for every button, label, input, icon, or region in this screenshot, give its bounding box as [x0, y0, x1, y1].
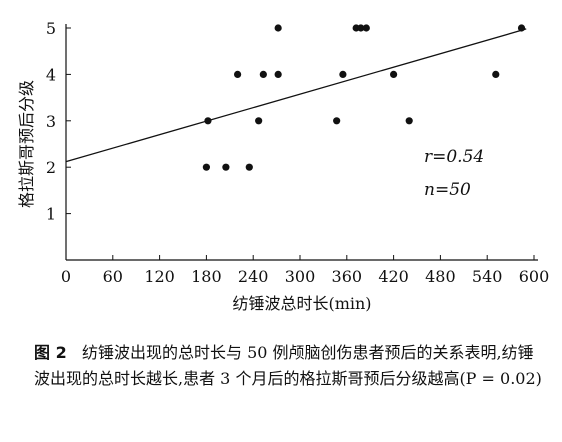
data-point-2 [222, 163, 230, 171]
data-point-16 [357, 24, 365, 32]
y-axis-label: 格拉斯哥预后分级 [17, 80, 36, 208]
regression-line-group [65, 28, 527, 163]
data-points [202, 24, 526, 171]
data-point-3 [245, 163, 253, 171]
x-tick-label-300: 300 [285, 267, 316, 286]
x-axis-label: 纺锤波总时长(min) [232, 294, 371, 313]
y-tick-label-2: 2 [46, 158, 56, 177]
caption-text: 纺锤波出现的总时长与 50 例颅脑创伤患者预后的关系表明,纺锤波出现的总时长越长… [34, 343, 542, 388]
data-point-1 [202, 163, 210, 171]
x-tick-label-420: 420 [378, 267, 409, 286]
data-point-13 [492, 70, 500, 78]
x-tick-label-540: 540 [472, 267, 503, 286]
x-tick-label-60: 60 [103, 267, 123, 286]
caption-label: 图 2 [34, 343, 67, 362]
x-tick-label-600: 600 [519, 267, 550, 286]
x-tick-label-120: 120 [144, 267, 175, 286]
data-point-11 [339, 70, 347, 78]
figure-caption: 图 2 纺锤波出现的总时长与 50 例颅脑创伤患者预后的关系表明,纺锤波出现的总… [34, 340, 544, 392]
y-tick-label-3: 3 [46, 112, 56, 131]
data-point-18 [517, 24, 526, 32]
data-point-10 [274, 70, 282, 78]
tick-labels: 0 60 120 180 240 300 360 420 480 540 600 1 2 3 4 5 [46, 19, 549, 286]
scatter-chart: 0 60 120 180 240 300 360 420 480 540 600 1 2 3 4 5 r=0.… [17, 19, 549, 313]
axes [65, 24, 538, 261]
data-point-5 [255, 117, 263, 125]
x-tick-label-180: 180 [191, 267, 222, 286]
x-tick-label-0: 0 [61, 267, 71, 286]
y-tick-label-1: 1 [46, 205, 56, 224]
data-point-4 [204, 117, 212, 125]
y-tick-label-4: 4 [46, 65, 56, 84]
data-point-14 [274, 24, 282, 32]
data-point-12 [390, 70, 398, 78]
data-point-9 [259, 70, 267, 78]
r-annotation: r=0.54 [424, 147, 484, 167]
y-tick-label-5: 5 [46, 19, 56, 38]
x-tick-label-240: 240 [238, 267, 269, 286]
x-tick-label-480: 480 [425, 267, 456, 286]
data-point-7 [405, 117, 413, 125]
data-point-8 [234, 70, 242, 78]
regression-line [65, 28, 527, 163]
data-point-6 [333, 117, 341, 125]
data-point-17 [362, 24, 370, 32]
x-tick-label-360: 360 [332, 267, 363, 286]
n-annotation: n=50 [424, 180, 471, 200]
